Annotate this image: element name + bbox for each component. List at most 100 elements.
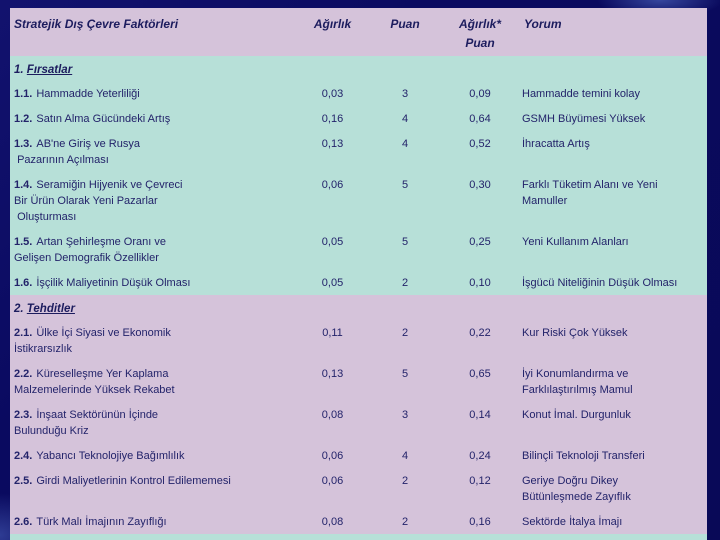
row-factor: Seramiğin Hijyenik ve Çevreci Bir Ürün O… [14, 179, 183, 223]
row-score: 2 [401, 475, 409, 487]
row-comment: Konut İmal. Durgunluk [522, 409, 631, 421]
row-weighted-score: 0,64 [469, 113, 491, 125]
row-weight: 0,08 [321, 516, 344, 528]
table-row-2-2: 2.2. Küreselleşme Yer Kaplama Malzemeleri… [10, 361, 707, 402]
next-section-strip [10, 534, 707, 540]
row-factor: Yabancı Teknolojiye Bağımlılık [36, 450, 185, 462]
table-header-row: Stratejik Dış Çevre Faktörleri Ağırlık P… [10, 8, 707, 56]
section-threats: 2. Tehditler 2.1. Ülke İçi Siyasi ve Ekon… [10, 295, 707, 534]
row-comment: İşgücü Niteliğinin Düşük Olması [522, 277, 678, 289]
row-number: 1.2. [14, 113, 33, 125]
section-opportunities: 1. Fırsatlar 1.1. Hammadde Yeterliliği 0,… [10, 56, 707, 295]
table-row-1-6: 1.6. İşçilik Maliyetinin Düşük Olması 0,0… [10, 270, 707, 295]
row-weighted-score: 0,09 [469, 88, 491, 100]
table-row-1-4: 1.4. Seramiğin Hijyenik ve Çevreci Bir Ür… [10, 172, 707, 229]
row-weighted-score: 0,52 [469, 138, 491, 150]
row-comment: GSMH Büyümesi Yüksek [522, 113, 646, 125]
row-score: 3 [401, 409, 409, 421]
row-number: 1.3. [14, 138, 33, 150]
row-number: 2.5. [14, 475, 33, 487]
table-row-1-2: 1.2. Satın Alma Gücündeki Artış 0,16 4 0,… [10, 106, 707, 131]
header-score: Puan [390, 17, 420, 31]
row-score: 5 [401, 179, 409, 191]
header-weight: Ağırlık [313, 17, 352, 31]
row-number: 2.1. [14, 327, 33, 339]
row-score: 5 [401, 368, 409, 380]
table-row-2-4: 2.4. Yabancı Teknolojiye Bağımlılık 0,06 … [10, 443, 707, 468]
row-score: 2 [401, 327, 409, 339]
row-factor: Ülke İçi Siyasi ve Ekonomik İstikrarsızl… [14, 327, 171, 355]
row-factor: İşçilik Maliyetinin Düşük Olması [36, 277, 191, 289]
row-score: 4 [401, 450, 409, 462]
section-threats-heading: 2. Tehditler [10, 295, 707, 320]
row-weighted-score: 0,14 [469, 409, 491, 421]
table-row-2-3: 2.3. İnşaat Sektörünün İçinde Bulunduğu K… [10, 402, 707, 443]
row-weighted-score: 0,10 [469, 277, 491, 289]
header-comment: Yorum [524, 17, 562, 31]
row-comment: Hammadde temini kolay [522, 88, 640, 100]
row-score: 4 [401, 138, 409, 150]
table-row-2-6: 2.6. Türk Malı İmajının Zayıflığı 0,08 2 … [10, 509, 707, 534]
table-row-1-3: 1.3. AB'ne Giriş ve Rusya Pazarının Açılm… [10, 131, 707, 172]
row-weight: 0,13 [321, 138, 344, 150]
row-factor: İnşaat Sektörünün İçinde Bulunduğu Kriz [14, 409, 159, 437]
section-number: 1. [14, 64, 24, 76]
row-score: 2 [401, 277, 409, 289]
row-comment: İhracatta Artış [522, 138, 590, 150]
row-weight: 0,13 [321, 368, 344, 380]
row-score: 3 [401, 88, 409, 100]
row-score: 5 [401, 236, 409, 248]
row-number: 1.4. [14, 179, 33, 191]
row-number: 2.6. [14, 516, 33, 528]
header-weighted-score: Ağırlık* Puan [458, 17, 501, 50]
row-factor: Satın Alma Gücündeki Artış [36, 113, 171, 125]
row-number: 1.1. [14, 88, 33, 100]
row-weight: 0,06 [321, 475, 344, 487]
row-comment: Geriye Doğru Dikey Bütünleşmede Zayıflık [522, 475, 631, 503]
row-weight: 0,16 [321, 113, 344, 125]
row-comment: Kur Riski Çok Yüksek [522, 327, 628, 339]
row-number: 1.6. [14, 277, 33, 289]
table-row-2-5: 2.5. Girdi Maliyetlerinin Kontrol Edileme… [10, 468, 707, 509]
row-weight: 0,08 [321, 409, 344, 421]
row-factor: Hammadde Yeterliliği [36, 88, 140, 100]
row-weight: 0,11 [322, 327, 343, 339]
row-comment: Bilinçli Teknoloji Transferi [522, 450, 645, 462]
row-factor: AB'ne Giriş ve Rusya Pazarının Açılması [17, 138, 140, 166]
section-label: Fırsatlar [26, 64, 73, 76]
row-number: 2.3. [14, 409, 33, 421]
header-factor: Stratejik Dış Çevre Faktörleri [14, 17, 179, 31]
row-factor: Türk Malı İmajının Zayıflığı [36, 516, 167, 528]
row-weighted-score: 0,30 [469, 179, 491, 191]
external-factors-table: Stratejik Dış Çevre Faktörleri Ağırlık P… [10, 8, 707, 540]
row-number: 2.4. [14, 450, 33, 462]
row-weighted-score: 0,25 [469, 236, 491, 248]
row-weight: 0,06 [321, 179, 344, 191]
row-number: 2.2. [14, 368, 33, 380]
table-row-1-1: 1.1. Hammadde Yeterliliği 0,03 3 0,09 Ham… [10, 81, 707, 106]
row-score: 4 [401, 113, 409, 125]
section-number: 2. [14, 303, 24, 315]
row-weight: 0,05 [321, 236, 344, 248]
row-weight: 0,05 [321, 277, 344, 289]
row-weighted-score: 0,12 [469, 475, 491, 487]
row-comment: Farklı Tüketim Alanı ve Yeni Mamuller [522, 179, 658, 207]
section-opportunities-heading: 1. Fırsatlar [10, 56, 707, 81]
table-row-1-5: 1.5. Artan Şehirleşme Oranı ve Gelişen De… [10, 229, 707, 270]
row-factor: Küreselleşme Yer Kaplama Malzemelerinde … [14, 368, 175, 396]
row-factor: Artan Şehirleşme Oranı ve Gelişen Demogr… [14, 236, 166, 264]
row-score: 2 [401, 516, 409, 528]
row-comment: Sektörde İtalya İmajı [522, 516, 623, 528]
row-weighted-score: 0,16 [469, 516, 491, 528]
row-weight: 0,03 [321, 88, 344, 100]
row-weight: 0,06 [321, 450, 344, 462]
table-row-2-1: 2.1. Ülke İçi Siyasi ve Ekonomik İstikrar… [10, 320, 707, 361]
row-weighted-score: 0,24 [469, 450, 491, 462]
row-weighted-score: 0,22 [469, 327, 491, 339]
row-comment: Yeni Kullanım Alanları [522, 236, 629, 248]
row-weighted-score: 0,65 [469, 368, 491, 380]
row-factor: Girdi Maliyetlerinin Kontrol Edilememesi [36, 475, 231, 487]
row-comment: İyi Konumlandırma ve Farklılaştırılmış M… [522, 368, 633, 396]
row-number: 1.5. [14, 236, 33, 248]
